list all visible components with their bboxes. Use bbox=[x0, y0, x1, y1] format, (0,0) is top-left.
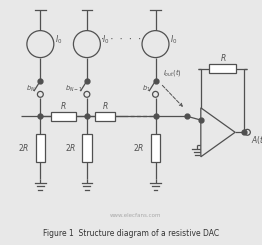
Bar bbox=[95, 112, 115, 121]
Circle shape bbox=[27, 31, 54, 58]
Circle shape bbox=[152, 91, 159, 97]
Text: · · · · · · ·: · · · · · · · bbox=[91, 35, 151, 44]
Text: +: + bbox=[201, 139, 209, 148]
Text: $I_0$: $I_0$ bbox=[170, 34, 178, 46]
Text: $2R$: $2R$ bbox=[18, 142, 30, 153]
Text: $b_{N-1}$: $b_{N-1}$ bbox=[64, 83, 83, 94]
Circle shape bbox=[142, 31, 169, 58]
Circle shape bbox=[84, 91, 90, 97]
Text: $2R$: $2R$ bbox=[65, 142, 76, 153]
Text: $I_{out}(t)$: $I_{out}(t)$ bbox=[163, 67, 182, 78]
Text: $2R$: $2R$ bbox=[133, 142, 145, 153]
Polygon shape bbox=[201, 108, 235, 157]
Bar bbox=[151, 134, 160, 162]
Text: $b_1$: $b_1$ bbox=[142, 83, 151, 94]
Bar bbox=[36, 134, 45, 162]
Text: Figure 1  Structure diagram of a resistive DAC: Figure 1 Structure diagram of a resistiv… bbox=[43, 229, 219, 238]
Bar bbox=[209, 64, 236, 73]
Text: www.elecfans.com: www.elecfans.com bbox=[110, 213, 162, 218]
Circle shape bbox=[37, 91, 43, 97]
Text: $R$: $R$ bbox=[102, 100, 108, 111]
Text: $R$: $R$ bbox=[60, 100, 67, 111]
Text: −: − bbox=[201, 117, 209, 126]
Circle shape bbox=[244, 129, 250, 135]
Circle shape bbox=[73, 31, 100, 58]
Text: $A(t)$: $A(t)$ bbox=[251, 134, 262, 146]
Text: $I_0$: $I_0$ bbox=[55, 34, 62, 46]
Bar bbox=[51, 112, 77, 121]
Text: $b_N$: $b_N$ bbox=[26, 83, 36, 94]
Text: $I_0$: $I_0$ bbox=[102, 34, 109, 46]
Bar bbox=[82, 134, 91, 162]
Text: $R$: $R$ bbox=[220, 52, 226, 63]
